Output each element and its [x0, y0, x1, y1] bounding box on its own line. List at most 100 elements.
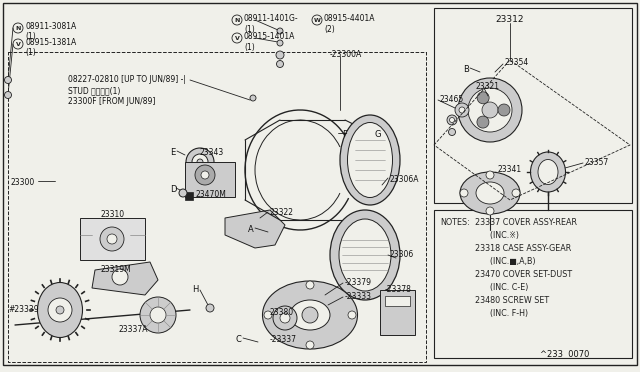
Text: -23333: -23333 — [345, 292, 372, 301]
Ellipse shape — [330, 210, 400, 300]
Text: N: N — [234, 17, 240, 22]
Ellipse shape — [460, 172, 520, 214]
Ellipse shape — [476, 182, 504, 204]
Text: F: F — [342, 130, 347, 139]
Circle shape — [150, 307, 166, 323]
Polygon shape — [92, 262, 158, 295]
Bar — [385, 296, 410, 306]
Circle shape — [460, 189, 468, 197]
Bar — [80, 218, 145, 260]
Text: 23337 COVER ASSY-REAR: 23337 COVER ASSY-REAR — [475, 218, 577, 227]
Ellipse shape — [38, 282, 83, 337]
Text: D: D — [170, 185, 177, 194]
Ellipse shape — [290, 300, 330, 330]
Circle shape — [13, 23, 23, 33]
Text: 23357: 23357 — [585, 158, 609, 167]
Text: ^233  0070: ^233 0070 — [540, 350, 589, 359]
Text: 23470 COVER SET-DUST: 23470 COVER SET-DUST — [475, 270, 572, 279]
Circle shape — [48, 298, 72, 322]
Text: B: B — [463, 65, 469, 74]
Circle shape — [477, 116, 489, 128]
Text: -23378: -23378 — [385, 285, 412, 294]
Polygon shape — [225, 210, 285, 248]
Text: -23379: -23379 — [345, 278, 372, 287]
Circle shape — [4, 77, 12, 83]
Text: 08911-3081A: 08911-3081A — [25, 22, 76, 31]
Circle shape — [192, 154, 208, 170]
Circle shape — [306, 281, 314, 289]
Text: (1): (1) — [244, 43, 255, 52]
Circle shape — [458, 78, 522, 142]
Circle shape — [250, 95, 256, 101]
Text: (1): (1) — [244, 25, 255, 34]
Text: 08911-1401G-: 08911-1401G- — [244, 14, 299, 23]
Circle shape — [512, 189, 520, 197]
Text: STUD スタッド(1): STUD スタッド(1) — [68, 86, 120, 95]
Circle shape — [468, 88, 512, 132]
Circle shape — [477, 92, 489, 104]
Bar — [380, 290, 415, 335]
Text: 23300F [FROM JUN/89]: 23300F [FROM JUN/89] — [68, 97, 156, 106]
Circle shape — [360, 130, 366, 136]
Text: 23465: 23465 — [440, 95, 464, 104]
Text: NOTES:: NOTES: — [440, 218, 470, 227]
Ellipse shape — [340, 115, 400, 205]
Text: 23380: 23380 — [270, 308, 294, 317]
Circle shape — [277, 40, 283, 46]
Text: 23310: 23310 — [100, 210, 124, 219]
Text: 23343: 23343 — [200, 148, 224, 157]
Circle shape — [56, 306, 64, 314]
Circle shape — [264, 311, 272, 319]
Text: 23354: 23354 — [505, 58, 529, 67]
Text: 23321: 23321 — [476, 82, 500, 91]
Text: C: C — [235, 335, 241, 344]
Circle shape — [195, 165, 215, 185]
Text: 23470M: 23470M — [195, 190, 226, 199]
Text: A: A — [248, 225, 253, 234]
Text: (1): (1) — [25, 48, 36, 57]
Text: (INC. F-H): (INC. F-H) — [475, 309, 528, 318]
Circle shape — [459, 107, 465, 113]
Circle shape — [348, 311, 356, 319]
Circle shape — [186, 148, 214, 176]
Text: 23306A: 23306A — [390, 175, 419, 184]
Text: V: V — [15, 42, 20, 46]
Ellipse shape — [538, 160, 558, 185]
Circle shape — [482, 102, 498, 118]
Circle shape — [455, 103, 469, 117]
Text: 23318 CASE ASSY-GEAR: 23318 CASE ASSY-GEAR — [475, 244, 572, 253]
Circle shape — [447, 115, 457, 125]
Text: W: W — [314, 17, 321, 22]
Circle shape — [486, 171, 494, 179]
Text: 23337A: 23337A — [118, 325, 147, 334]
Text: -23337: -23337 — [270, 335, 297, 344]
Circle shape — [232, 15, 242, 25]
Text: 23341: 23341 — [498, 165, 522, 174]
Text: (1): (1) — [25, 32, 36, 41]
Circle shape — [486, 207, 494, 215]
Circle shape — [449, 118, 454, 122]
Bar — [185, 162, 235, 197]
Circle shape — [273, 306, 297, 330]
Circle shape — [206, 304, 214, 312]
Circle shape — [276, 51, 284, 59]
Text: 08915-1401A: 08915-1401A — [244, 32, 296, 41]
Circle shape — [306, 341, 314, 349]
Circle shape — [140, 297, 176, 333]
Text: 08915-1381A: 08915-1381A — [25, 38, 76, 47]
Circle shape — [179, 189, 187, 197]
Text: (2): (2) — [324, 25, 335, 34]
Circle shape — [197, 159, 203, 165]
Bar — [8, 52, 426, 362]
Circle shape — [276, 61, 284, 67]
Text: 23322: 23322 — [270, 208, 294, 217]
Ellipse shape — [339, 219, 391, 291]
Circle shape — [312, 15, 322, 25]
Text: H: H — [192, 285, 198, 294]
Text: (INC.■,A,B): (INC.■,A,B) — [475, 257, 536, 266]
Text: (INC.※): (INC.※) — [475, 231, 519, 240]
Circle shape — [449, 128, 456, 135]
Text: (INC. C-E): (INC. C-E) — [475, 283, 529, 292]
Circle shape — [4, 92, 12, 99]
Text: V: V — [235, 35, 239, 41]
